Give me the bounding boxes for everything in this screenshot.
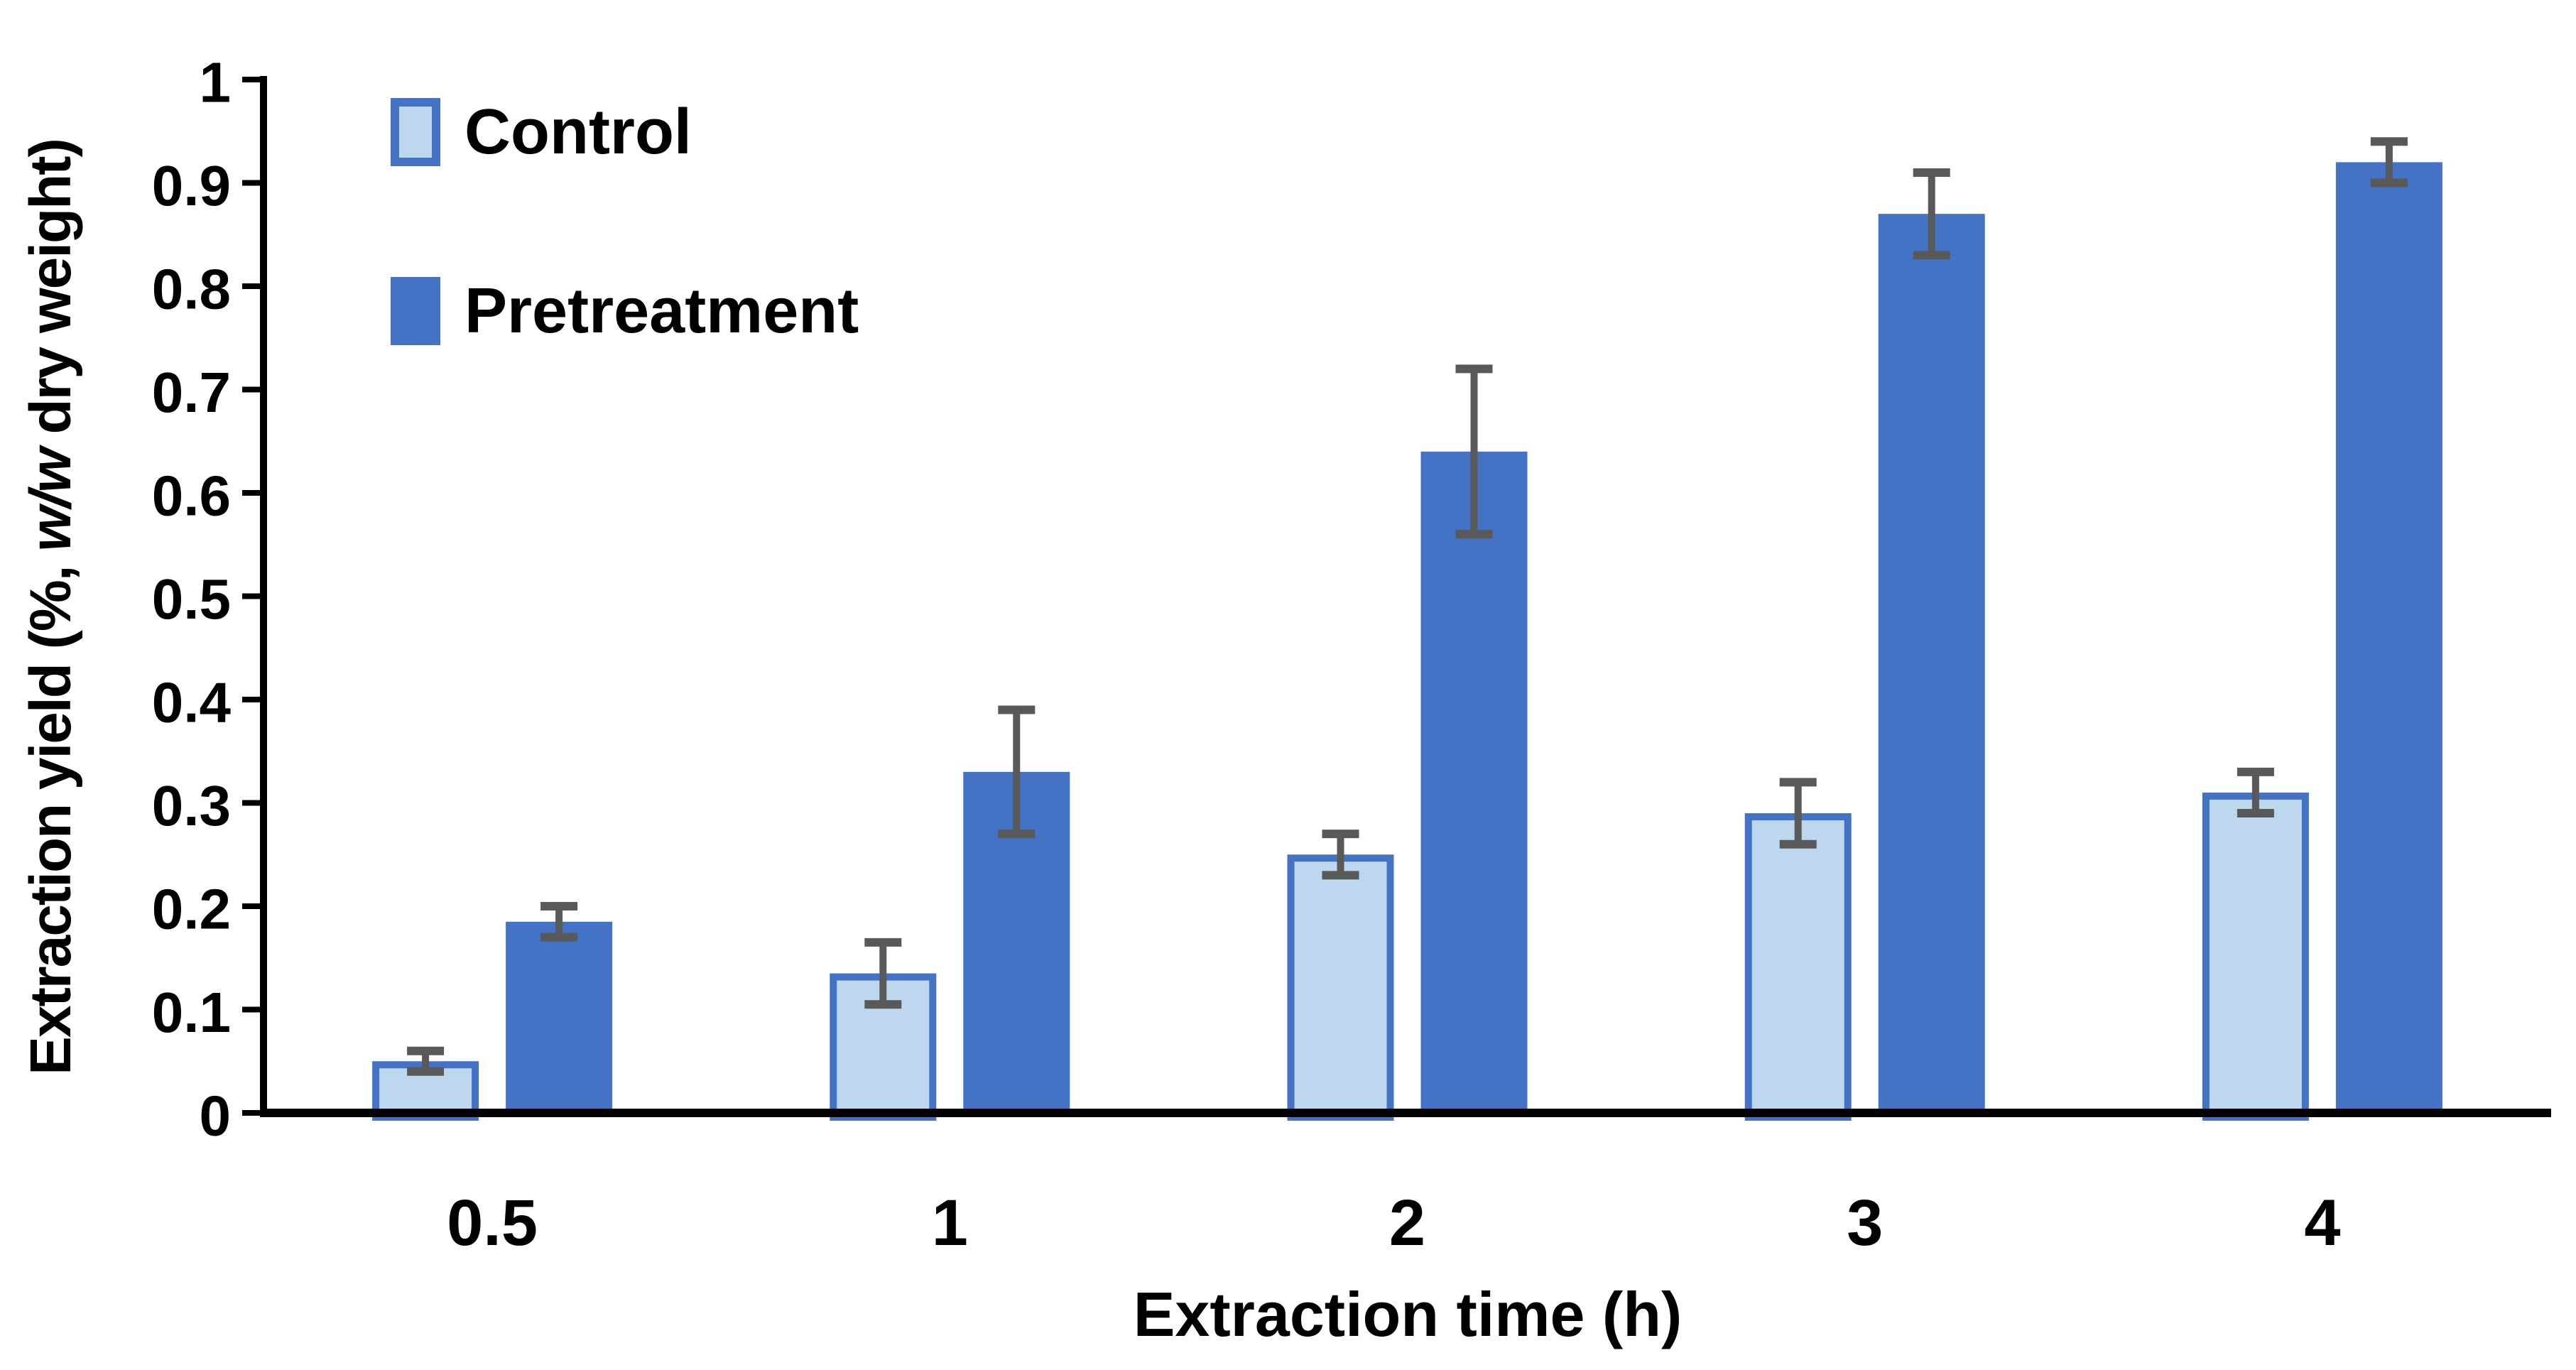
y-axis-title-post: dry weight) bbox=[18, 139, 83, 450]
bar-pretreatment-4 bbox=[2335, 162, 2442, 1113]
legend-item-pretreatment: Pretreatment bbox=[391, 277, 859, 345]
x-tick-label-4: 4 bbox=[2304, 1187, 2340, 1259]
legend-swatch-control-icon bbox=[391, 98, 440, 166]
x-tick-label-2: 2 bbox=[1389, 1187, 1425, 1259]
x-tick-label-0.5: 0.5 bbox=[447, 1187, 538, 1259]
y-tick-label-0.7: 0.7 bbox=[152, 361, 231, 424]
x-tick-label-3: 3 bbox=[1847, 1187, 1883, 1259]
y-axis-title: Extraction yield (%, w/w dry weight) bbox=[18, 139, 85, 1075]
bar-control-2 bbox=[1287, 854, 1394, 1121]
y-tick-label-0.5: 0.5 bbox=[152, 567, 231, 631]
y-tick-label-0.1: 0.1 bbox=[152, 981, 231, 1044]
x-axis-title: Extraction time (h) bbox=[1133, 1279, 1683, 1349]
bar-pretreatment-3 bbox=[1878, 214, 1985, 1113]
y-axis-title-italic: w/w bbox=[18, 449, 83, 552]
bar-control-3 bbox=[1744, 813, 1852, 1121]
y-axis-title-pre: Extraction yield (%, bbox=[18, 551, 83, 1075]
legend-label-pretreatment: Pretreatment bbox=[464, 276, 859, 347]
legend-label-control: Control bbox=[464, 97, 692, 168]
y-tick-label-0.3: 0.3 bbox=[152, 774, 231, 837]
x-tick-label-1: 1 bbox=[932, 1187, 968, 1259]
legend-item-control: Control bbox=[391, 98, 692, 166]
y-tick-label-0.8: 0.8 bbox=[152, 258, 231, 321]
y-tick-label-0.2: 0.2 bbox=[152, 878, 231, 941]
y-tick-label-1: 1 bbox=[200, 51, 232, 114]
y-tick-label-0.4: 0.4 bbox=[152, 671, 232, 734]
y-tick-label-0: 0 bbox=[200, 1084, 232, 1148]
y-tick-label-0.9: 0.9 bbox=[152, 154, 231, 217]
bar-pretreatment-2 bbox=[1420, 451, 1528, 1113]
bar-pretreatment-0.5 bbox=[506, 921, 613, 1113]
bar-control-4 bbox=[2202, 792, 2309, 1121]
y-tick-label-0.6: 0.6 bbox=[152, 464, 231, 528]
legend-swatch-pretreatment-icon bbox=[391, 277, 440, 345]
